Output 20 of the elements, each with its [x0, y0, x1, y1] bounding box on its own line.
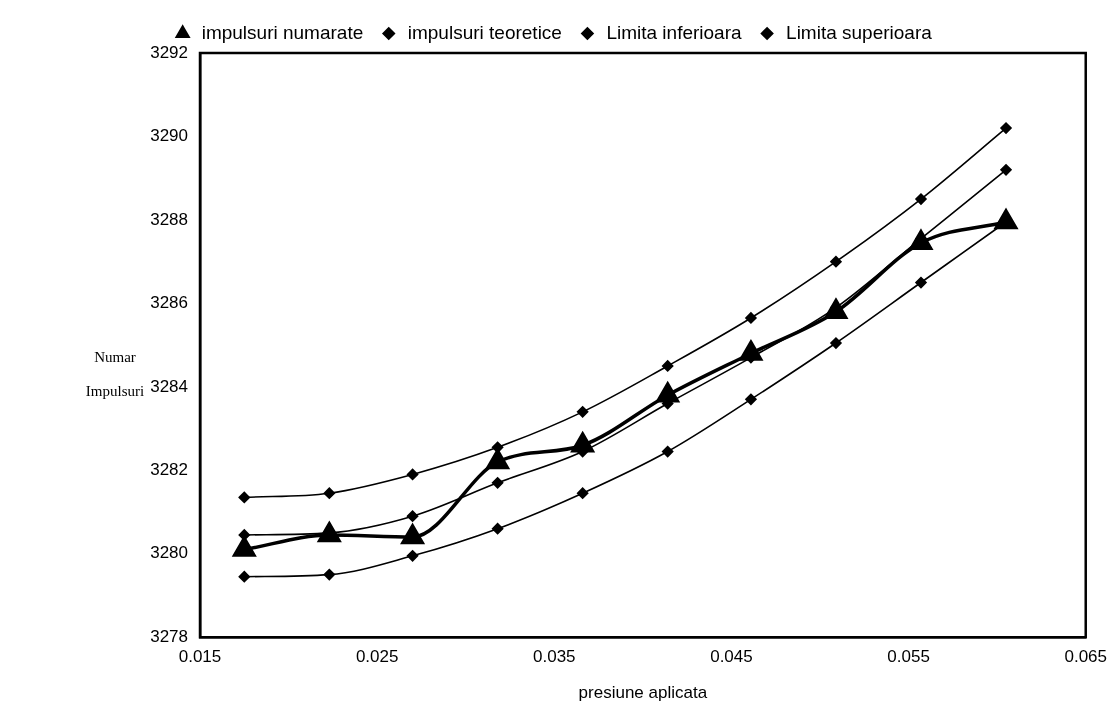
- x-tick-label: 0.035: [533, 647, 576, 667]
- y-tick-label: 3290: [150, 126, 188, 146]
- legend-label: impulsuri teoretice: [407, 21, 562, 43]
- x-tick-label: 0.025: [355, 647, 399, 667]
- x-tick-label: 0.015: [178, 647, 222, 667]
- y-tick-label: 3288: [150, 209, 188, 229]
- y-tick-label: 3278: [150, 626, 188, 646]
- y-tick-label: 3280: [150, 543, 188, 563]
- y-tick-label: 3286: [150, 293, 188, 313]
- y-tick-label: 3292: [150, 42, 188, 62]
- legend-label: Limita superioara: [786, 21, 933, 43]
- x-tick-label: 0.045: [710, 647, 753, 667]
- y-tick-label: 3282: [150, 459, 188, 479]
- x-axis-title: presiune aplicata: [578, 683, 708, 703]
- x-tick-label: 0.055: [887, 647, 930, 667]
- text: Numar Impulsuri: [85, 349, 145, 399]
- legend-label: Limita inferioara: [606, 21, 743, 43]
- x-tick-label: 0.065: [1064, 647, 1107, 667]
- y-tick-label: 3284: [150, 376, 188, 396]
- legend-label: impulsuri numarate: [201, 21, 364, 43]
